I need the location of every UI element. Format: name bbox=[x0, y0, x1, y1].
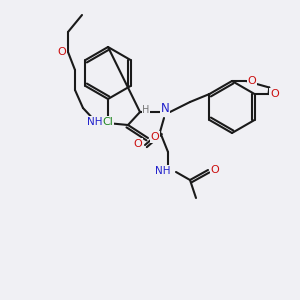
Text: O: O bbox=[151, 132, 159, 142]
Text: O: O bbox=[58, 47, 66, 57]
Text: O: O bbox=[134, 139, 142, 149]
Text: O: O bbox=[248, 76, 256, 86]
Text: NH: NH bbox=[87, 117, 103, 127]
Text: NH: NH bbox=[155, 166, 171, 176]
Text: H: H bbox=[142, 105, 150, 115]
Text: N: N bbox=[160, 103, 169, 116]
Text: Cl: Cl bbox=[103, 117, 113, 127]
Text: O: O bbox=[211, 165, 219, 175]
Text: O: O bbox=[270, 89, 279, 99]
